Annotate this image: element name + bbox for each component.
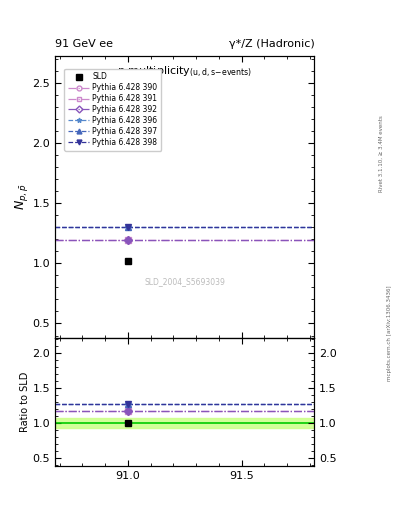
Bar	[55, 418, 314, 428]
Text: mcplots.cern.ch [arXiv:1306.3436]: mcplots.cern.ch [arXiv:1306.3436]	[387, 285, 391, 380]
Y-axis label: Ratio to SLD: Ratio to SLD	[20, 372, 29, 432]
Legend: SLD, Pythia 6.428 390, Pythia 6.428 391, Pythia 6.428 392, Pythia 6.428 396, Pyt: SLD, Pythia 6.428 390, Pythia 6.428 391,…	[64, 69, 161, 151]
Y-axis label: $N_{p,\bar{p}}$: $N_{p,\bar{p}}$	[13, 184, 29, 210]
Text: γ*/Z (Hadronic): γ*/Z (Hadronic)	[229, 38, 314, 49]
Text: 91 GeV ee: 91 GeV ee	[55, 38, 113, 49]
Text: SLD_2004_S5693039: SLD_2004_S5693039	[144, 277, 225, 286]
Text: p multiplicity$_{\mathregular{(u,d,s\!-\!events)}}$: p multiplicity$_{\mathregular{(u,d,s\!-\…	[117, 65, 252, 79]
Text: Rivet 3.1.10, ≥ 3.4M events: Rivet 3.1.10, ≥ 3.4M events	[379, 115, 384, 192]
